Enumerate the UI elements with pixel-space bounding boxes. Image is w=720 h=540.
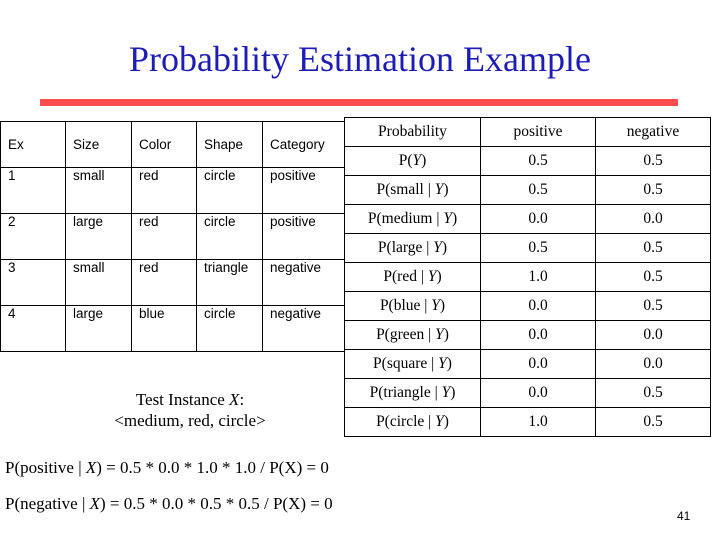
- table-row: P(Y) 0.5 0.5: [344, 146, 711, 176]
- negative-value: 0.5: [595, 233, 711, 263]
- table-row: 2 large red circle positive: [0, 213, 345, 260]
- training-header-row: Ex Size Color Shape Category: [0, 121, 345, 168]
- header-cell: negative: [595, 117, 711, 147]
- header-cell: Category: [262, 121, 345, 168]
- header-cell: Shape: [196, 121, 263, 168]
- table-row: 3 small red triangle negative: [0, 259, 345, 306]
- table-row: 1 small red circle positive: [0, 167, 345, 214]
- cell: blue: [131, 305, 197, 352]
- positive-value: 1.0: [480, 262, 596, 292]
- cell: 3: [0, 259, 66, 306]
- cell: circle: [196, 305, 263, 352]
- title-underline: [40, 99, 678, 106]
- header-cell: Size: [65, 121, 132, 168]
- positive-value: 0.5: [480, 233, 596, 263]
- positive-equation: P(positive | X) = 0.5 * 0.0 * 1.0 * 1.0 …: [5, 458, 329, 477]
- training-table: Ex Size Color Shape Category 1 small red…: [0, 121, 345, 352]
- table-row: P(medium | Y) 0.0 0.0: [344, 204, 711, 234]
- positive-value: 0.0: [480, 320, 596, 350]
- cell: red: [131, 167, 197, 214]
- positive-value: 1.0: [480, 407, 596, 437]
- prob-label-cell: P(Y): [344, 146, 481, 176]
- negative-value: 0.5: [595, 262, 711, 292]
- cell: large: [65, 213, 132, 260]
- negative-value: 0.0: [595, 204, 711, 234]
- cell: positive: [262, 167, 345, 214]
- cell: large: [65, 305, 132, 352]
- positive-value: 0.0: [480, 349, 596, 379]
- test-instance-value: <medium, red, circle>: [114, 411, 266, 430]
- probability-header-row: Probability positive negative: [344, 117, 711, 147]
- test-instance-label: Test Instance X:: [135, 390, 245, 409]
- positive-value: 0.5: [480, 175, 596, 205]
- table-row: P(triangle | Y) 0.0 0.5: [344, 378, 711, 408]
- negative-value: 0.5: [595, 175, 711, 205]
- cell: circle: [196, 213, 263, 260]
- header-cell: Ex: [0, 121, 66, 168]
- cell: red: [131, 213, 197, 260]
- slide-number: 41: [677, 509, 691, 523]
- table-row: P(small | Y) 0.5 0.5: [344, 175, 711, 205]
- negative-value: 0.5: [595, 378, 711, 408]
- negative-equation: P(negative | X) = 0.5 * 0.0 * 0.5 * 0.5 …: [5, 494, 333, 513]
- prob-label-cell: P(large | Y): [344, 233, 481, 263]
- cell: negative: [262, 305, 345, 352]
- table-row: P(square | Y) 0.0 0.0: [344, 349, 711, 379]
- prob-label-cell: P(small | Y): [344, 175, 481, 205]
- negative-value: 0.5: [595, 407, 711, 437]
- cell: triangle: [196, 259, 263, 306]
- cell: small: [65, 259, 132, 306]
- prob-label-cell: P(blue | Y): [344, 291, 481, 321]
- header-cell: Probability: [344, 117, 481, 147]
- table-row: 4 large blue circle negative: [0, 305, 345, 352]
- positive-value: 0.0: [480, 378, 596, 408]
- header-cell: positive: [480, 117, 596, 147]
- cell: 1: [0, 167, 66, 214]
- table-row: P(circle | Y) 1.0 0.5: [344, 407, 711, 437]
- prob-label-cell: P(triangle | Y): [344, 378, 481, 408]
- positive-value: 0.0: [480, 204, 596, 234]
- cell: small: [65, 167, 132, 214]
- test-instance: Test Instance X: <medium, red, circle>: [80, 389, 300, 431]
- negative-value: 0.5: [595, 146, 711, 176]
- cell: positive: [262, 213, 345, 260]
- cell: 2: [0, 213, 66, 260]
- table-row: P(large | Y) 0.5 0.5: [344, 233, 711, 263]
- prob-label-cell: P(medium | Y): [344, 204, 481, 234]
- cell: negative: [262, 259, 345, 306]
- positive-value: 0.5: [480, 146, 596, 176]
- table-row: P(green | Y) 0.0 0.0: [344, 320, 711, 350]
- negative-value: 0.0: [595, 349, 711, 379]
- negative-value: 0.0: [595, 320, 711, 350]
- prob-label-cell: P(green | Y): [344, 320, 481, 350]
- header-cell: Color: [131, 121, 197, 168]
- slide-title: Probability Estimation Example: [129, 39, 591, 79]
- probability-table: Probability positive negative P(Y) 0.5 0…: [344, 117, 711, 437]
- cell: circle: [196, 167, 263, 214]
- negative-value: 0.5: [595, 291, 711, 321]
- positive-value: 0.0: [480, 291, 596, 321]
- table-row: P(blue | Y) 0.0 0.5: [344, 291, 711, 321]
- cell: red: [131, 259, 197, 306]
- cell: 4: [0, 305, 66, 352]
- prob-label-cell: P(red | Y): [344, 262, 481, 292]
- table-row: P(red | Y) 1.0 0.5: [344, 262, 711, 292]
- prob-label-cell: P(square | Y): [344, 349, 481, 379]
- prob-label-cell: P(circle | Y): [344, 407, 481, 437]
